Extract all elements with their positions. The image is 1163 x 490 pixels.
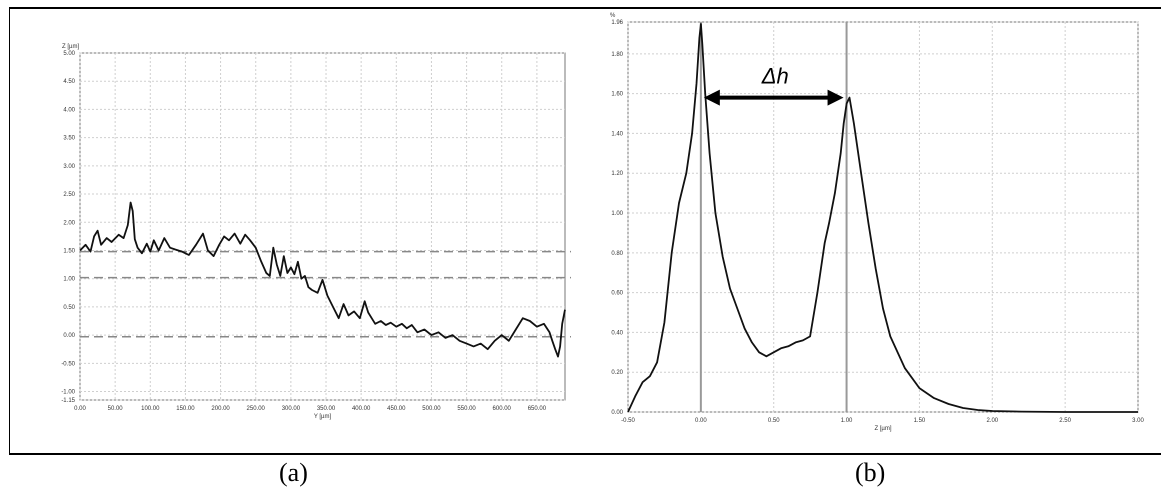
x-tick-label-1-1: 0.00: [695, 418, 707, 424]
x-tick-label-1-5: 2.00: [986, 418, 998, 424]
x-tick-label-1-4: 1.50: [914, 418, 926, 424]
y-tick-label-0-3: 3.50: [63, 136, 75, 142]
y-tick-label-1-9: 0.20: [611, 370, 623, 376]
y-tick-label-1-7: 0.60: [611, 291, 623, 297]
x-tick-label-1-7: 3.00: [1132, 418, 1144, 424]
y-tick-label-0-5: 2.50: [63, 192, 75, 198]
y-tick-label-0-1: 4.50: [63, 79, 75, 85]
y-tick-label-1-4: 1.20: [611, 171, 623, 177]
y-tick-label-0-6: 2.00: [63, 220, 75, 226]
y-tick-label-0-11: -0.50: [61, 361, 75, 367]
x-tick-label-0-3: 150.00: [176, 406, 195, 412]
x-axis-label-1: Z [µm]: [874, 426, 891, 432]
y-tick-label-0-12: -1.00: [61, 390, 75, 396]
x-tick-label-0-4: 200.00: [211, 406, 230, 412]
annotation-arrowhead-left-1: [703, 89, 720, 106]
x-tick-label-0-6: 300.00: [282, 406, 301, 412]
x-tick-label-1-6: 2.50: [1059, 418, 1071, 424]
y-tick-label-0-10: 0.00: [63, 333, 75, 339]
x-tick-label-0-5: 250.00: [247, 406, 266, 412]
y-tick-label-0-7: 1.50: [63, 248, 75, 254]
x-tick-label-0-10: 500.00: [422, 406, 441, 412]
x-tick-label-0-1: 50.00: [108, 406, 124, 412]
y-tick-label-0-8: 1.00: [63, 277, 75, 283]
x-tick-label-0-9: 450.00: [387, 406, 406, 412]
y-tick-label-1-6: 0.80: [611, 251, 623, 257]
y-tick-label-0-2: 4.00: [63, 107, 75, 113]
caption-b: (b): [855, 458, 886, 487]
x-tick-label-0-11: 550.00: [457, 406, 476, 412]
y-axis-label-0: Z [µm]: [62, 44, 79, 50]
y-tick-label-0-0: 5.00: [63, 51, 75, 57]
x-axis-label-0: Y [µm]: [314, 414, 332, 420]
x-tick-label-1-3: 1.00: [841, 418, 853, 424]
y-tick-label-1-2: 1.60: [611, 92, 623, 98]
x-tick-label-0-8: 400.00: [352, 406, 371, 412]
y-axis-label-1: %: [610, 13, 616, 19]
panel-a-chart: 0.00 50.00 100.00 150.00 200.00 250.00 300.00 3…: [61, 44, 571, 420]
y-tick-label-1-0: 1.96: [611, 20, 623, 26]
y-tick-label-0-9: 0.50: [63, 305, 75, 311]
caption-a: (a): [279, 458, 308, 487]
panel-b-chart: -0.50 0.00 0.50 1.00 1.50 2.00 2.50 3.00 1.96 1.8…: [610, 13, 1144, 432]
y-tick-label-1-1: 1.80: [611, 52, 623, 58]
y-tick-label-1-5: 1.00: [611, 211, 623, 217]
y-tick-label-1-3: 1.40: [611, 131, 623, 137]
x-tick-label-0-13: 650.00: [528, 406, 547, 412]
y-tick-label-0-13: -1.15: [61, 398, 75, 404]
x-tick-label-1-0: -0.50: [621, 418, 635, 424]
y-tick-label-1-8: 0.40: [611, 330, 623, 336]
x-tick-label-0-2: 100.00: [141, 406, 160, 412]
y-tick-label-1-10: 0.00: [611, 410, 623, 416]
x-tick-label-1-2: 0.50: [768, 418, 780, 424]
y-tick-label-0-4: 3.00: [63, 164, 75, 170]
x-tick-label-0-12: 600.00: [493, 406, 512, 412]
annotation-label-1: Δh: [761, 64, 789, 89]
plot-area-0: [79, 52, 566, 401]
figure-frame: [9, 7, 1161, 455]
series-line-0-0: [79, 201, 566, 358]
x-tick-label-0-0: 0.00: [74, 406, 86, 412]
x-tick-label-0-7: 350.00: [317, 406, 336, 412]
plot-area-1: [627, 21, 1139, 413]
series-line-1-0: [627, 23, 1138, 413]
annotation-arrowhead-right-1: [827, 89, 844, 106]
